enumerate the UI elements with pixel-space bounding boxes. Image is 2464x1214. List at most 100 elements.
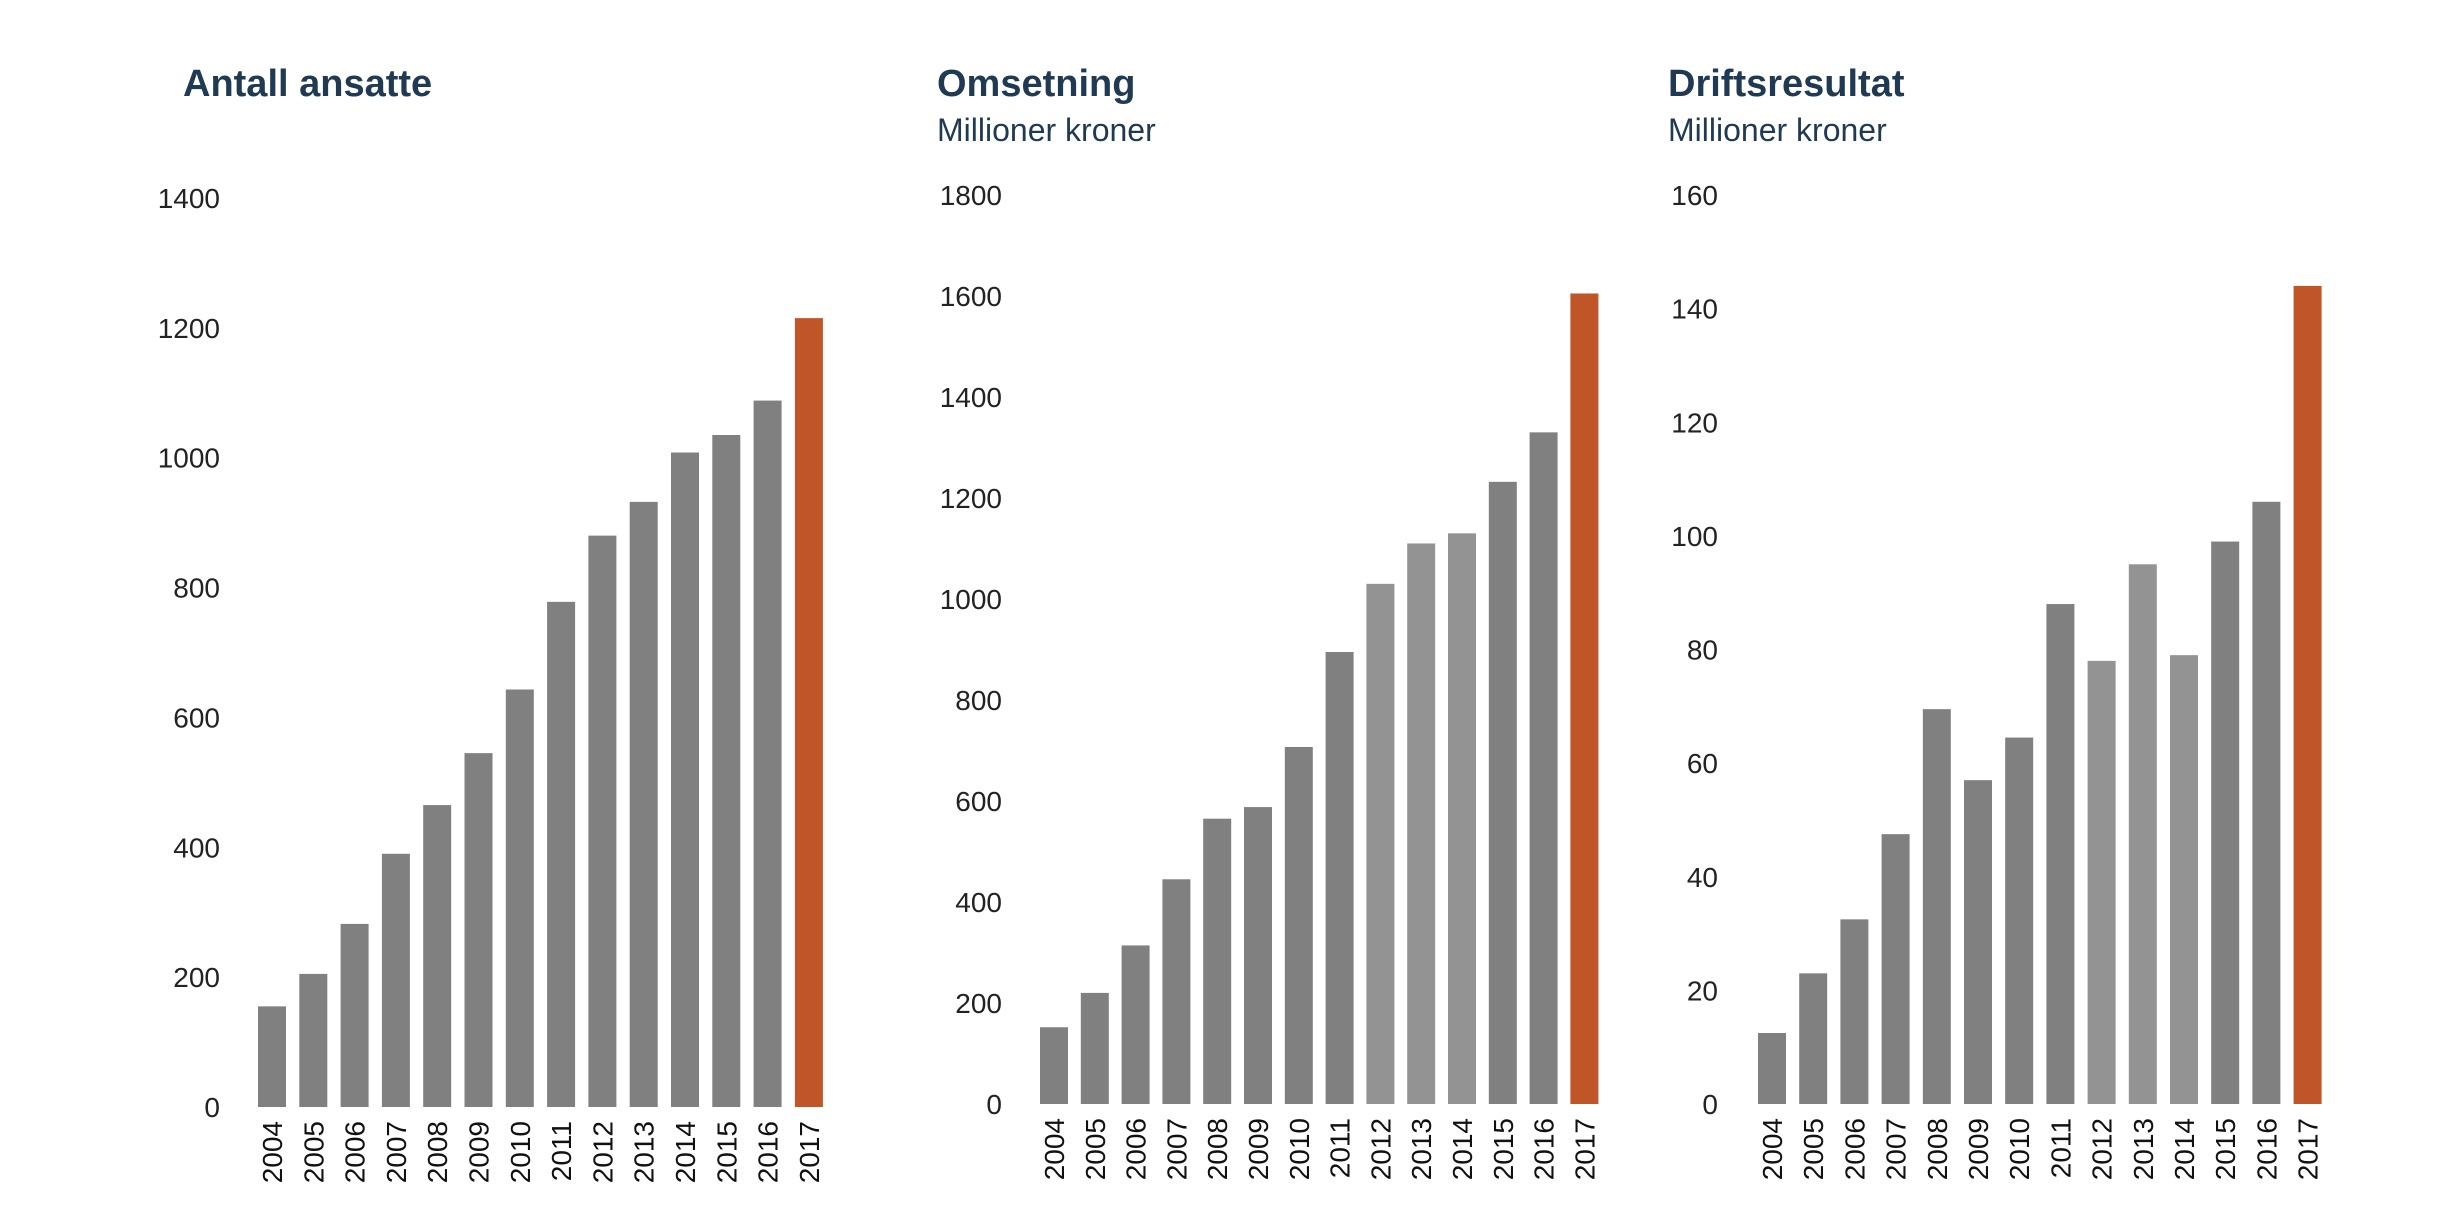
- bar-2015: [1488, 481, 1517, 1105]
- x-tick-label: 2015: [711, 1121, 742, 1183]
- bar-2017: [794, 318, 823, 1107]
- x-tick-label: 2004: [257, 1121, 288, 1183]
- bar-2011: [2046, 604, 2075, 1104]
- x-tick-label: 2005: [1798, 1118, 1829, 1180]
- x-tick-label: 2010: [2004, 1118, 2035, 1180]
- bar-2004: [1758, 1032, 1786, 1104]
- y-tick-label: 1200: [940, 483, 1002, 514]
- x-tick-label: 2014: [2169, 1118, 2200, 1180]
- x-tick-label: 2012: [587, 1121, 618, 1183]
- chart-subtitle: Millioner kroner: [1668, 112, 1887, 148]
- y-tick-label: 1400: [940, 382, 1002, 413]
- y-tick-label: 100: [1671, 521, 1718, 552]
- bar-2016: [2252, 501, 2281, 1105]
- bar-2017: [1570, 293, 1599, 1105]
- bar-2014: [1448, 533, 1476, 1104]
- bar-2009: [1964, 780, 1992, 1104]
- bar-2006: [1121, 945, 1150, 1104]
- bar-2007: [1162, 879, 1191, 1104]
- bar-2017: [2293, 285, 2322, 1104]
- y-tick-label: 1600: [940, 281, 1002, 312]
- chart-subtitle: Millioner kroner: [937, 112, 1156, 148]
- bar-2014: [2170, 655, 2198, 1104]
- chart-driftsresultat: Driftsresultat Millioner kroner 0 20 40 60 80 1…: [1668, 63, 2324, 1180]
- bar-2015: [2211, 541, 2240, 1104]
- x-tick-label: 2006: [1839, 1118, 1870, 1180]
- bar-2012: [2087, 660, 2116, 1104]
- x-tick-label: 2017: [794, 1121, 825, 1183]
- y-tick-label: 1000: [158, 443, 220, 474]
- x-tick-label: 2012: [1365, 1118, 1396, 1180]
- bar-2016: [753, 400, 782, 1107]
- bar-2013: [629, 501, 658, 1107]
- y-tick-label: 200: [955, 988, 1002, 1019]
- x-tick-label: 2013: [1406, 1118, 1437, 1180]
- x-tick-label: 2005: [1080, 1118, 1111, 1180]
- bar-2010: [1284, 746, 1313, 1104]
- y-tick-label: 0: [1702, 1089, 1718, 1120]
- bar-2008: [1203, 818, 1232, 1104]
- x-tick-label: 2006: [340, 1121, 371, 1183]
- y-tick-label: 1000: [940, 584, 1002, 615]
- y-tick-label: 120: [1671, 407, 1718, 438]
- bar-2005: [1080, 992, 1109, 1104]
- chart-title: Omsetning: [937, 63, 1135, 105]
- x-tick-label: 2008: [1922, 1118, 1953, 1180]
- y-tick-label: 600: [173, 702, 220, 733]
- chart-title: Antall ansatte: [183, 63, 432, 105]
- x-tick-label: 2009: [464, 1121, 495, 1183]
- x-tick-label: 2013: [629, 1121, 660, 1183]
- y-tick-label: 1400: [158, 183, 220, 214]
- y-tick-label: 200: [173, 962, 220, 993]
- x-tick-label: 2012: [2087, 1118, 2118, 1180]
- y-tick-label: 800: [955, 685, 1002, 716]
- bar-2007: [1881, 834, 1910, 1104]
- chart-title: Driftsresultat: [1668, 63, 1905, 105]
- bar-2004: [258, 1006, 286, 1107]
- bar-2015: [712, 434, 741, 1108]
- x-tick-label: 2004: [1757, 1118, 1788, 1180]
- x-tick-label: 2006: [1121, 1118, 1152, 1180]
- x-tick-label: 2011: [2045, 1118, 2076, 1178]
- x-tick-label: 2008: [1202, 1118, 1233, 1180]
- bar-2014: [671, 452, 699, 1107]
- bar-2010: [505, 689, 534, 1107]
- bar-2008: [423, 805, 452, 1107]
- bar-2009: [464, 753, 493, 1107]
- y-tick-label: 800: [173, 573, 220, 604]
- x-tick-label: 2010: [505, 1121, 536, 1183]
- y-tick-label: 1200: [158, 313, 220, 344]
- chart-antall-ansatte: Antall ansatte 0 200 400 600 800 1000 1200 1400 2…: [158, 63, 825, 1183]
- x-tick-label: 2009: [1243, 1118, 1274, 1180]
- y-tick-label: 160: [1671, 180, 1718, 211]
- bar-2012: [1366, 583, 1395, 1104]
- bar-2007: [381, 853, 410, 1107]
- x-tick-label: 2007: [381, 1121, 412, 1183]
- bar-2008: [1922, 709, 1951, 1104]
- x-tick-label: 2014: [1447, 1118, 1478, 1180]
- bar-2006: [1840, 919, 1869, 1104]
- bar-2013: [2128, 564, 2157, 1104]
- bar-2012: [588, 535, 617, 1107]
- y-tick-label: 1800: [940, 180, 1002, 211]
- x-tick-label: 2016: [753, 1121, 784, 1183]
- bar-2009: [1244, 807, 1272, 1104]
- x-tick-label: 2007: [1161, 1118, 1192, 1180]
- bar-2011: [547, 601, 576, 1107]
- chart-omsetning: Omsetning Millioner kroner 0 200 400 600 800 10…: [937, 63, 1600, 1180]
- x-tick-label: 2017: [1569, 1118, 1600, 1180]
- bar-2013: [1407, 543, 1436, 1104]
- x-tick-label: 2014: [670, 1121, 701, 1183]
- y-tick-label: 40: [1687, 862, 1718, 893]
- y-tick-label: 400: [173, 832, 220, 863]
- bar-2011: [1325, 652, 1354, 1104]
- x-tick-label: 2013: [2128, 1118, 2159, 1180]
- x-tick-label: 2004: [1039, 1118, 1070, 1180]
- y-tick-label: 400: [955, 887, 1002, 918]
- y-tick-label: 0: [986, 1089, 1002, 1120]
- x-tick-label: 2016: [1529, 1118, 1560, 1180]
- x-tick-label: 2015: [1488, 1118, 1519, 1180]
- bar-2010: [2005, 737, 2034, 1104]
- x-tick-label: 2016: [2251, 1118, 2282, 1180]
